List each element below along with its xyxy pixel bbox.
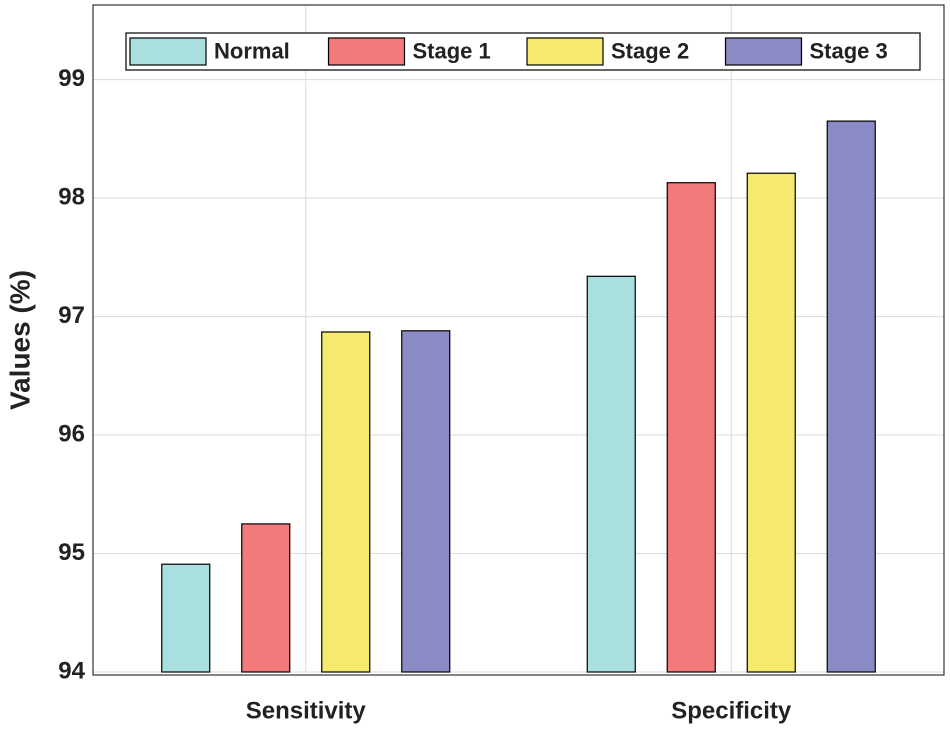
bar [586,275,636,673]
bar [666,182,716,673]
legend-swatch [526,37,604,66]
legend-swatch [129,37,207,66]
bar [241,523,291,673]
legend-label: Stage 3 [810,38,888,63]
bar [321,331,371,673]
y-tick-label: 94 [58,657,85,684]
y-tick-label: 95 [58,539,85,566]
legend-swatch [724,37,803,66]
bar [746,172,796,673]
x-tick-label: Specificity [671,697,792,724]
y-axis-label: Values (%) [4,270,35,410]
x-tick-label: Sensitivity [246,697,367,724]
plot-frame [92,4,945,676]
y-tick-label: 96 [58,420,85,447]
bar [161,563,211,673]
bar [401,330,451,673]
bar [826,120,876,673]
legend-label: Stage 2 [611,38,689,63]
legend-label: Normal [214,38,290,63]
y-tick-label: 97 [58,302,85,329]
legend-swatch [327,37,406,66]
y-tick-label: 99 [58,65,85,92]
legend-label: Stage 1 [413,38,491,63]
y-tick-label: 98 [58,183,85,210]
